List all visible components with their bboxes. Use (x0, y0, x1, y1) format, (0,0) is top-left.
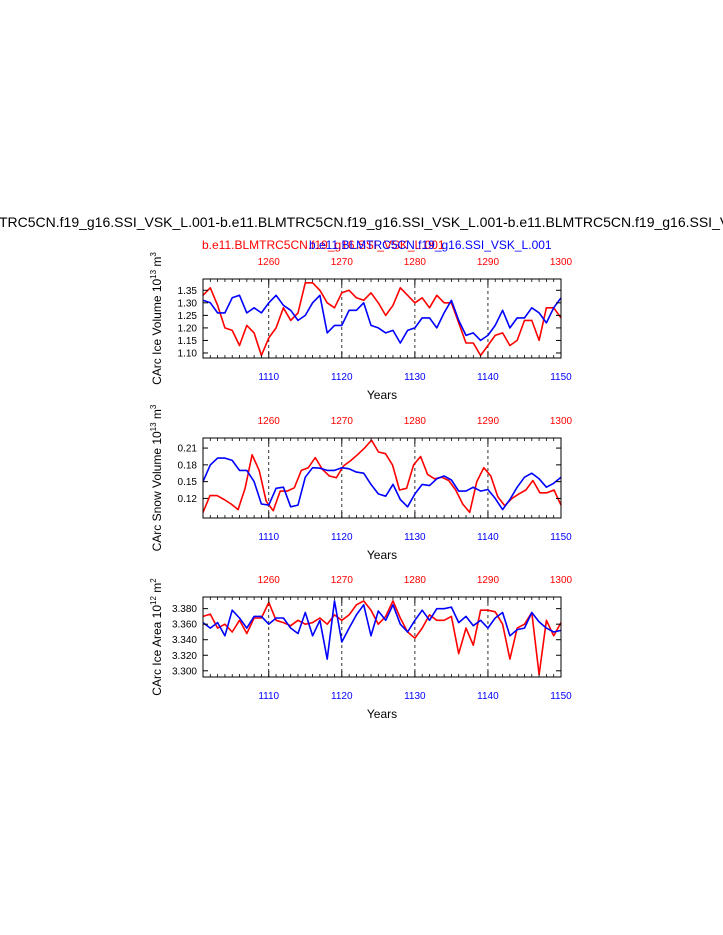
x-axis-label: Years (367, 707, 397, 721)
x-tick-label-bottom: 1110 (258, 532, 279, 543)
y-tick-label: 3.320 (172, 651, 197, 662)
x-tick-label-top: 1270 (331, 257, 354, 268)
x-tick-label-bottom: 1140 (477, 532, 499, 543)
y-tick-label: 1.25 (178, 311, 198, 322)
x-tick-label-top: 1300 (550, 416, 573, 427)
y-tick-label: 0.15 (178, 477, 198, 488)
x-tick-label-top: 1290 (477, 575, 500, 586)
x-tick-label-top: 1290 (477, 416, 500, 427)
y-tick-label: 1.15 (178, 336, 198, 347)
series-red-line (202, 281, 562, 357)
chart-panel-1: 1.101.15 1.201.25 1.301.35 1110 1120 1130 1140… (149, 252, 573, 402)
x-tick-label-top: 1270 (331, 575, 354, 586)
x-tick-label-top: 1280 (404, 416, 427, 427)
case-red-label: b.e11.BLMTRC5CN.f19_g16.SSI_VSK_L.001 (202, 238, 445, 252)
case-blue-label: b.e11.BLMTRC5CN.f19_g16.SSI_VSK_L.001 (309, 238, 552, 252)
y-axis-label: CArc Ice Volume 1013 m3 (149, 252, 164, 385)
series-blue-line (202, 600, 562, 660)
x-tick-label-bottom: 1130 (404, 691, 426, 702)
y-tick-label: 1.35 (178, 286, 198, 297)
x-axis-label: Years (367, 548, 397, 562)
y-tick-label: 1.20 (178, 323, 198, 334)
x-tick-label-bottom: 1120 (331, 532, 353, 543)
x-tick-label-bottom: 1120 (331, 372, 353, 383)
y-tick-label: 3.300 (172, 666, 197, 677)
x-tick-label-bottom: 1110 (258, 372, 279, 383)
series-red-line (202, 600, 562, 676)
x-tick-label-bottom: 1130 (404, 532, 426, 543)
x-tick-label-bottom: 1130 (404, 372, 426, 383)
x-tick-label-top: 1300 (550, 257, 573, 268)
y-axis-label: CArc Ice Area 1012 m2 (149, 578, 164, 696)
x-tick-label-top: 1280 (404, 575, 427, 586)
y-tick-label: 0.18 (178, 460, 198, 471)
y-tick-label: 3.380 (172, 604, 197, 615)
y-tick-label: 1.30 (178, 298, 198, 309)
x-tick-label-bottom: 1120 (331, 691, 353, 702)
page-title: b.e11.BLMTRC5CN.f19_g16.SSI_VSK_L.001-b.… (0, 214, 723, 234)
x-tick-label-top: 1260 (258, 416, 281, 427)
y-tick-label: 0.21 (178, 444, 198, 455)
x-tick-label-top: 1260 (258, 575, 281, 586)
x-tick-label-bottom: 1150 (550, 372, 572, 383)
x-tick-label-top: 1280 (404, 257, 427, 268)
y-tick-label: 0.12 (178, 494, 198, 505)
series-red-line (202, 439, 562, 514)
y-tick-label: 3.360 (172, 620, 197, 631)
page-title-text: b.e11.BLMTRC5CN.f19_g16.SSI_VSK_L.001-b.… (0, 214, 723, 230)
x-tick-label-top: 1300 (550, 575, 573, 586)
y-tick-label: 1.10 (178, 348, 198, 359)
x-tick-label-top: 1270 (331, 416, 354, 427)
x-axis-label: Years (367, 388, 397, 402)
plot-frame (202, 437, 562, 519)
chart-panel-3: 3.300 3.320 3.340 3.360 3.380 1110 1120 1130 114… (149, 575, 573, 721)
x-tick-label-bottom: 1110 (258, 691, 279, 702)
x-tick-label-bottom: 1140 (477, 691, 499, 702)
x-tick-label-bottom: 1140 (477, 372, 499, 383)
plot-frame (202, 278, 562, 359)
chart-panel-2: 0.12 0.15 0.18 0.21 1110 1120 1130 1140 1150 1260… (149, 404, 573, 562)
series-blue-line (202, 294, 562, 344)
series-blue-line (202, 457, 562, 511)
y-axis-label: CArc Snow Volume 1013 m3 (149, 404, 164, 551)
y-tick-label: 3.340 (172, 635, 197, 646)
x-tick-label-bottom: 1150 (550, 532, 572, 543)
x-tick-label-bottom: 1150 (550, 691, 572, 702)
plot-frame (202, 596, 562, 678)
x-tick-label-top: 1260 (258, 257, 281, 268)
x-tick-label-top: 1290 (477, 257, 500, 268)
